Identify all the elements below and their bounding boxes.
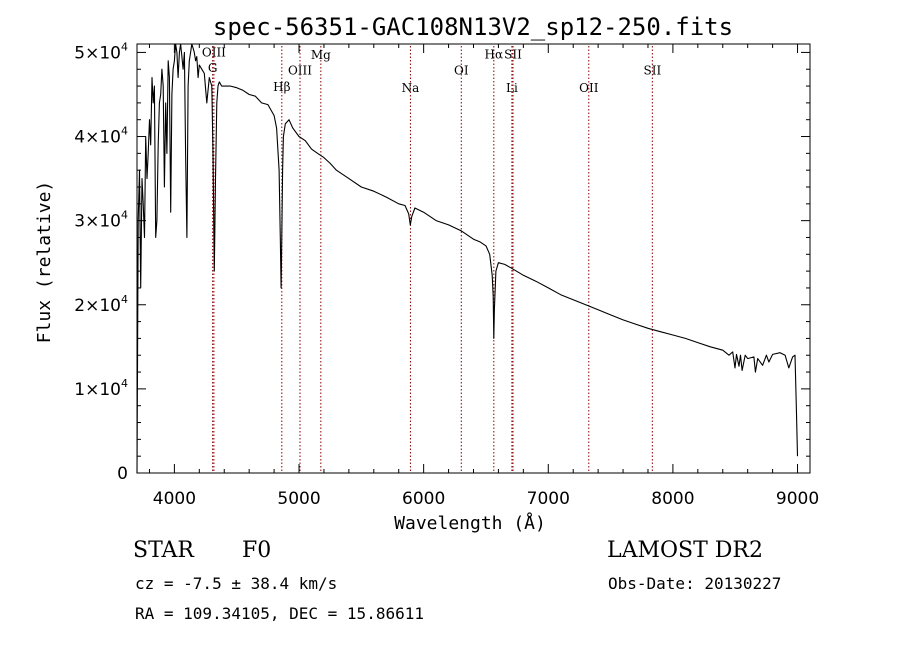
y-tick-label: 1×104 — [74, 377, 128, 400]
x-tick-label: 7000 — [527, 489, 570, 509]
object-class: STAR — [133, 538, 194, 563]
spectrum-line — [136, 43, 799, 474]
spectral-line-label: G — [208, 61, 218, 75]
y-tick-label: 3×104 — [74, 209, 128, 232]
spectral-line-label: Na — [402, 81, 420, 95]
observation-date: Obs-Date: 20130227 — [608, 574, 782, 593]
chart-title: spec-56351-GAC108N13V2_sp12-250.fits — [213, 13, 733, 41]
x-axis-label: Wavelength (Å) — [394, 512, 546, 534]
y-tick-label: 2×104 — [74, 293, 128, 316]
y-tick-label: 5×104 — [74, 40, 128, 63]
spectral-line-label: OIII — [288, 63, 312, 77]
y-tick-label: 4×104 — [74, 125, 128, 148]
coordinates-readout: RA = 109.34105, DEC = 15.86611 — [135, 604, 424, 623]
y-tick-label: 0 — [117, 464, 128, 484]
plot-frame — [136, 43, 811, 474]
spectral-line-label: SII — [504, 47, 522, 61]
x-tick-label: 4000 — [153, 489, 196, 509]
redshift-readout: cz = -7.5 ± 38.4 km/s — [135, 574, 338, 593]
spectral-line-label: OI — [454, 63, 469, 77]
spectral-line-label: Mg — [311, 48, 331, 62]
x-tick-label: 8000 — [651, 489, 694, 509]
spectral-line-label: Hα — [485, 47, 504, 61]
y-axis-label: Flux (relative) — [34, 181, 55, 344]
spectral-line-label: SII — [643, 63, 661, 77]
spectral-line-label: OIII — [202, 46, 226, 60]
survey-name: LAMOST DR2 — [607, 538, 763, 563]
x-tick-label: 6000 — [402, 489, 445, 509]
object-subclass: F0 — [242, 538, 272, 563]
spectral-line-label: Li — [506, 81, 518, 95]
spectral-line-label: OII — [579, 81, 599, 95]
x-tick-label: 9000 — [776, 489, 819, 509]
x-tick-label: 5000 — [277, 489, 320, 509]
spectral-line-label: Hβ — [273, 80, 290, 94]
